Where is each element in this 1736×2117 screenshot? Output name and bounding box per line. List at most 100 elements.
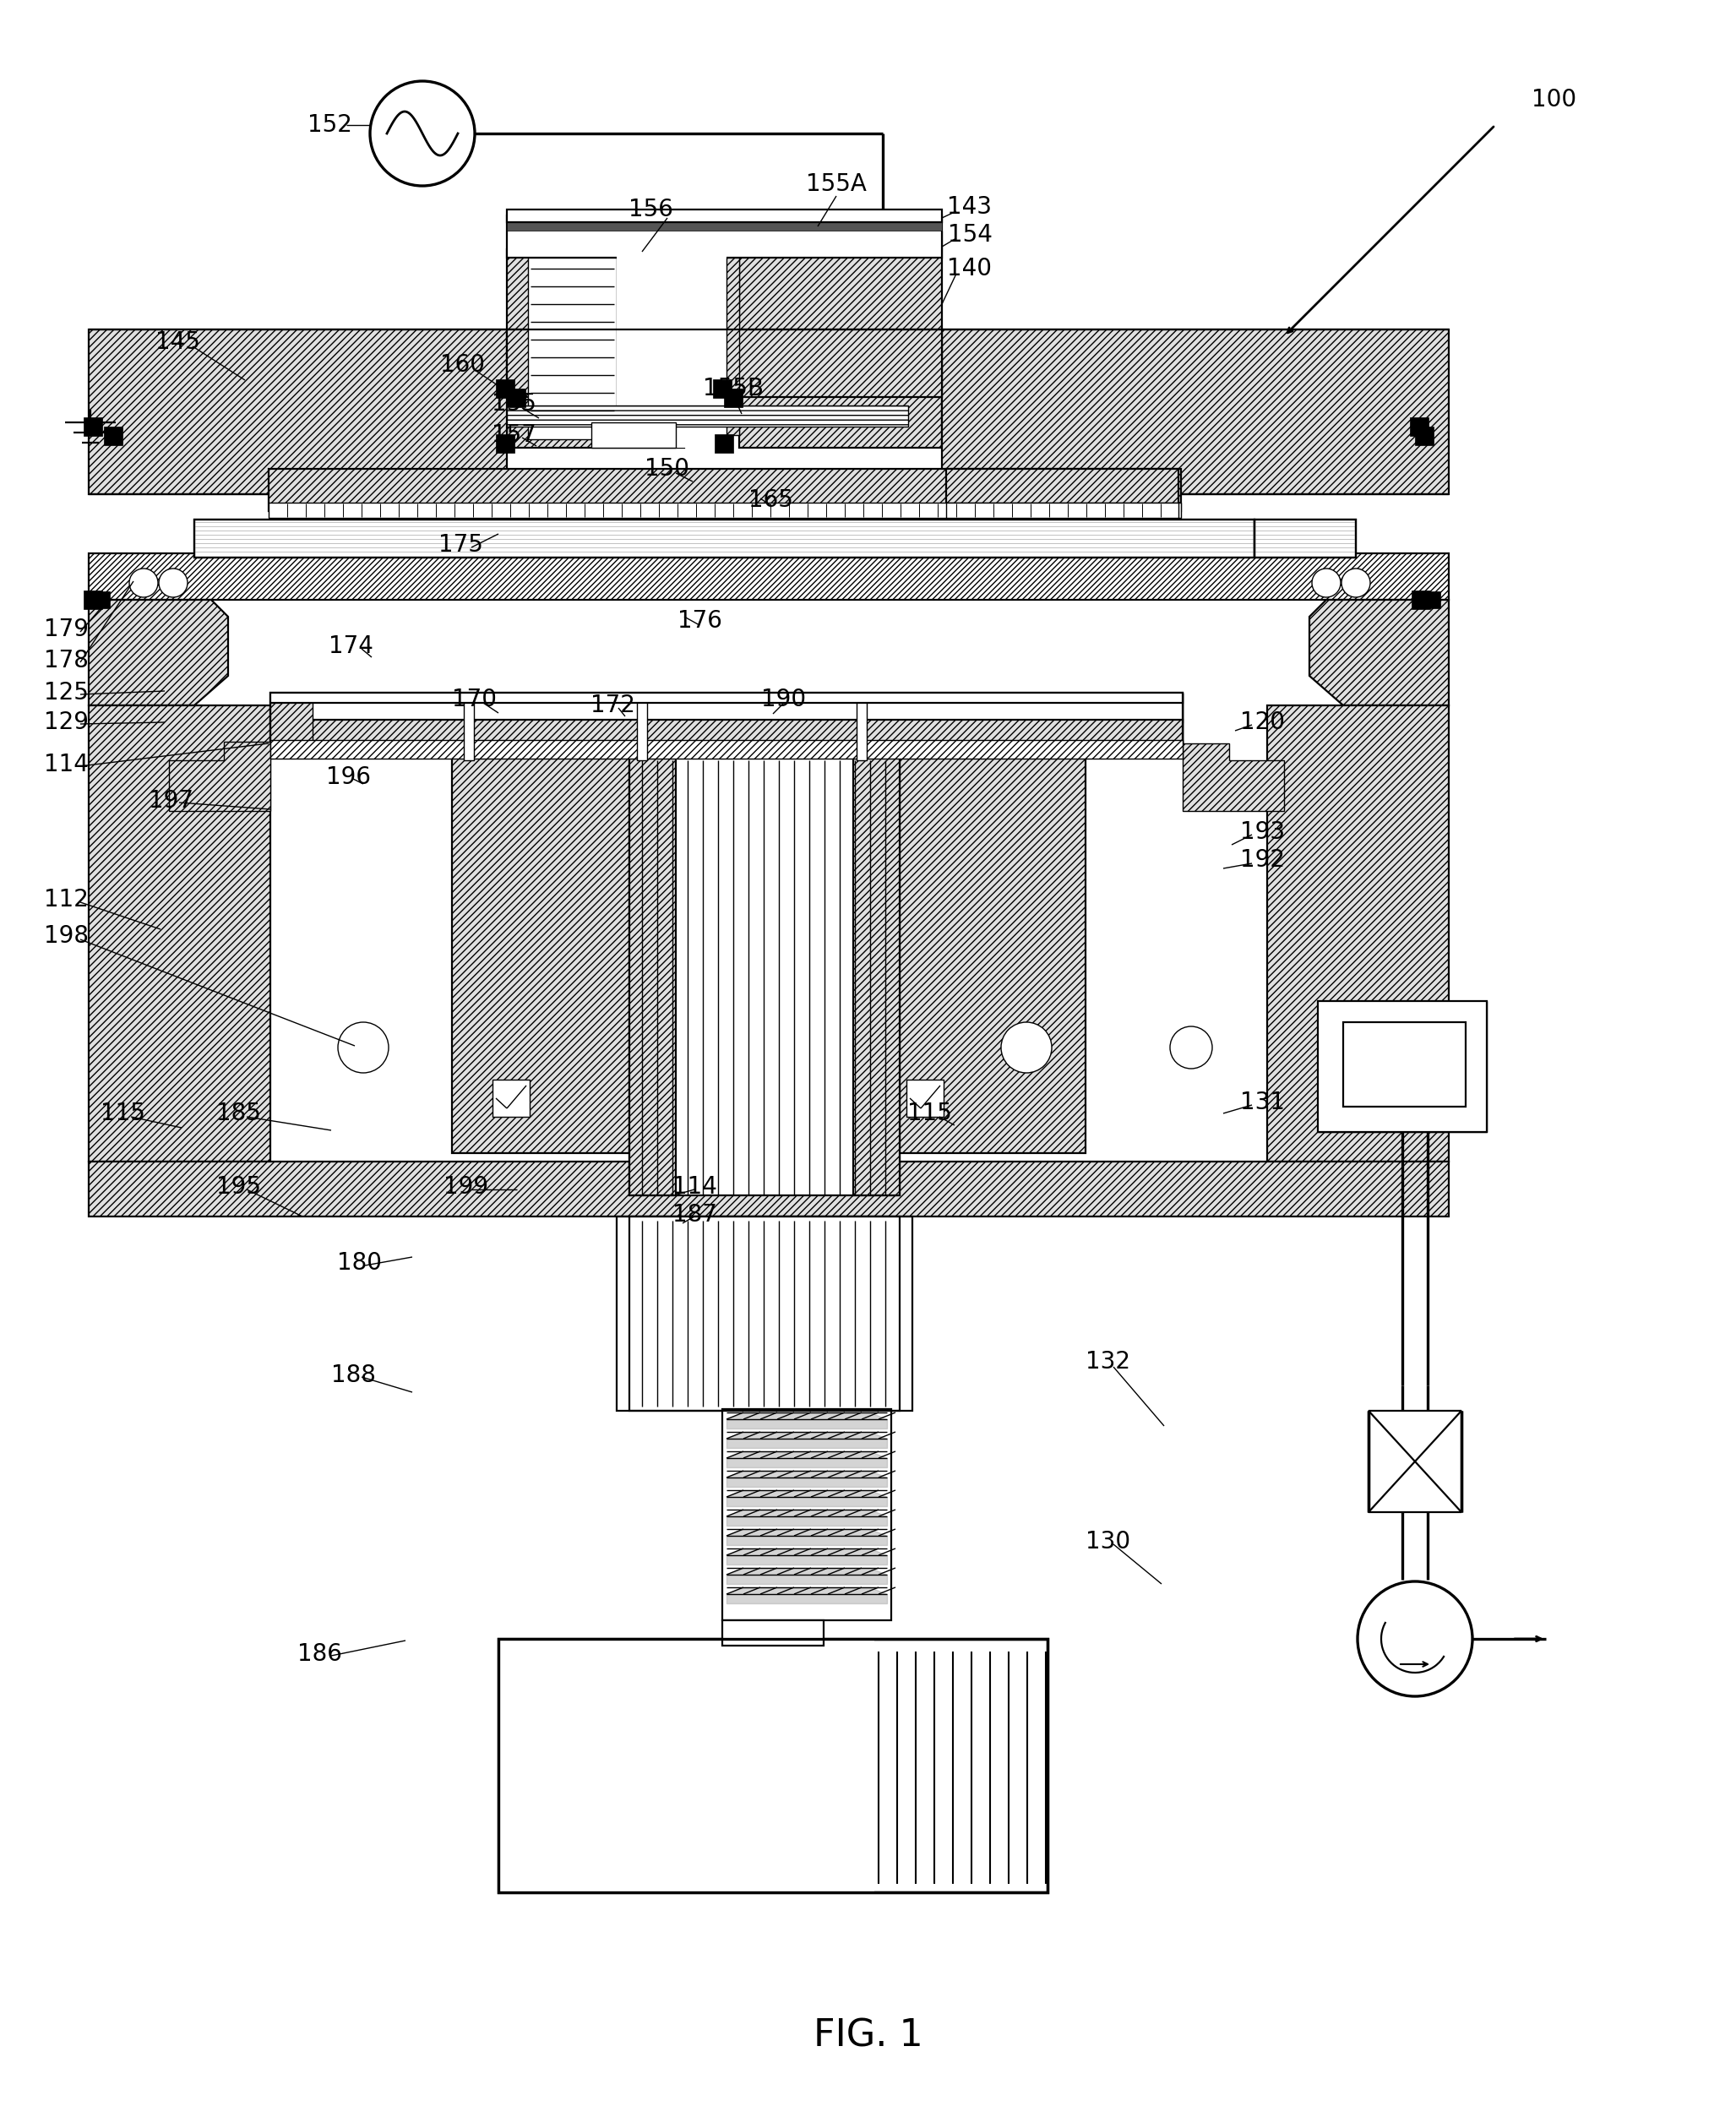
- Polygon shape: [168, 692, 312, 811]
- Bar: [498, 1639, 1047, 1893]
- Bar: [89, 705, 271, 1162]
- Bar: [722, 1410, 891, 1620]
- Text: 115: 115: [906, 1101, 951, 1126]
- Bar: [1415, 428, 1434, 445]
- Polygon shape: [1368, 1461, 1462, 1512]
- Text: 131: 131: [1241, 1090, 1285, 1114]
- Bar: [616, 250, 726, 447]
- Polygon shape: [89, 599, 227, 705]
- Circle shape: [1312, 569, 1340, 597]
- Text: 174: 174: [328, 635, 373, 658]
- Text: 156: 156: [628, 197, 674, 222]
- Text: 100: 100: [1531, 89, 1576, 112]
- Circle shape: [1002, 1023, 1052, 1073]
- Bar: [498, 1639, 1047, 1893]
- Text: 185: 185: [215, 1101, 260, 1126]
- Bar: [496, 434, 514, 453]
- Text: 160: 160: [441, 354, 486, 377]
- Bar: [507, 210, 943, 222]
- Bar: [740, 233, 943, 447]
- Text: 192: 192: [1241, 849, 1285, 872]
- Text: 165: 165: [748, 489, 793, 512]
- Polygon shape: [1182, 692, 1285, 811]
- Text: 190: 190: [762, 688, 807, 711]
- Text: 150: 150: [646, 457, 689, 481]
- Polygon shape: [1368, 1410, 1462, 1461]
- Bar: [498, 1639, 875, 1893]
- Bar: [1318, 1001, 1486, 1133]
- Bar: [1344, 1023, 1465, 1107]
- Bar: [271, 692, 1182, 703]
- Text: 179: 179: [43, 618, 89, 641]
- Text: 120: 120: [1241, 711, 1285, 735]
- Text: 154: 154: [948, 222, 993, 248]
- Bar: [194, 519, 1255, 557]
- Bar: [104, 428, 123, 445]
- Bar: [1255, 519, 1356, 557]
- Bar: [89, 553, 1450, 599]
- Bar: [943, 330, 1450, 493]
- Circle shape: [128, 569, 158, 597]
- Bar: [630, 1217, 899, 1410]
- Text: FIG. 1: FIG. 1: [814, 2018, 924, 2053]
- Bar: [1411, 591, 1430, 610]
- Bar: [852, 756, 899, 1196]
- Text: 196: 196: [326, 766, 370, 790]
- Text: 115: 115: [101, 1101, 144, 1126]
- Bar: [1255, 519, 1356, 557]
- Bar: [630, 756, 899, 1196]
- Text: 114: 114: [43, 754, 89, 777]
- Text: 198: 198: [43, 925, 89, 948]
- Bar: [630, 756, 675, 1196]
- Bar: [493, 1080, 529, 1118]
- Bar: [89, 1162, 1450, 1217]
- Text: 145: 145: [155, 330, 200, 354]
- Text: 172: 172: [590, 694, 635, 718]
- Text: 178: 178: [43, 648, 89, 673]
- Text: 193: 193: [1241, 819, 1285, 845]
- Text: 114: 114: [672, 1175, 717, 1198]
- Bar: [83, 591, 102, 610]
- Bar: [464, 692, 474, 760]
- Circle shape: [158, 569, 187, 597]
- Text: 187: 187: [672, 1202, 717, 1226]
- Text: 195: 195: [215, 1175, 260, 1198]
- Bar: [616, 1217, 913, 1410]
- Circle shape: [339, 1023, 389, 1073]
- Bar: [496, 379, 514, 398]
- Text: 186: 186: [297, 1643, 342, 1666]
- Text: 180: 180: [337, 1251, 382, 1274]
- Text: 129: 129: [43, 711, 89, 735]
- Circle shape: [1358, 1581, 1472, 1696]
- Bar: [726, 258, 740, 436]
- Bar: [269, 468, 1180, 510]
- Text: 197: 197: [148, 790, 193, 813]
- Bar: [1318, 1001, 1486, 1133]
- Text: 170: 170: [453, 688, 496, 711]
- Bar: [722, 1620, 823, 1645]
- Circle shape: [370, 80, 474, 186]
- Bar: [906, 1080, 944, 1118]
- Bar: [507, 250, 684, 447]
- Polygon shape: [168, 692, 271, 809]
- Bar: [1410, 417, 1429, 436]
- Bar: [528, 258, 616, 440]
- Bar: [507, 216, 943, 231]
- Bar: [269, 502, 1180, 519]
- Text: 175: 175: [437, 533, 483, 557]
- Bar: [507, 216, 943, 258]
- Text: 157: 157: [491, 423, 536, 447]
- Bar: [946, 502, 1179, 519]
- Bar: [592, 423, 675, 447]
- Text: 125: 125: [43, 682, 89, 705]
- Bar: [507, 330, 943, 398]
- Bar: [724, 390, 743, 406]
- Circle shape: [1170, 1027, 1212, 1069]
- Polygon shape: [1309, 599, 1450, 705]
- Bar: [713, 379, 731, 398]
- Bar: [94, 591, 109, 608]
- Bar: [856, 692, 866, 760]
- Text: 130: 130: [1087, 1531, 1130, 1554]
- Bar: [715, 434, 733, 453]
- Text: 176: 176: [677, 610, 722, 633]
